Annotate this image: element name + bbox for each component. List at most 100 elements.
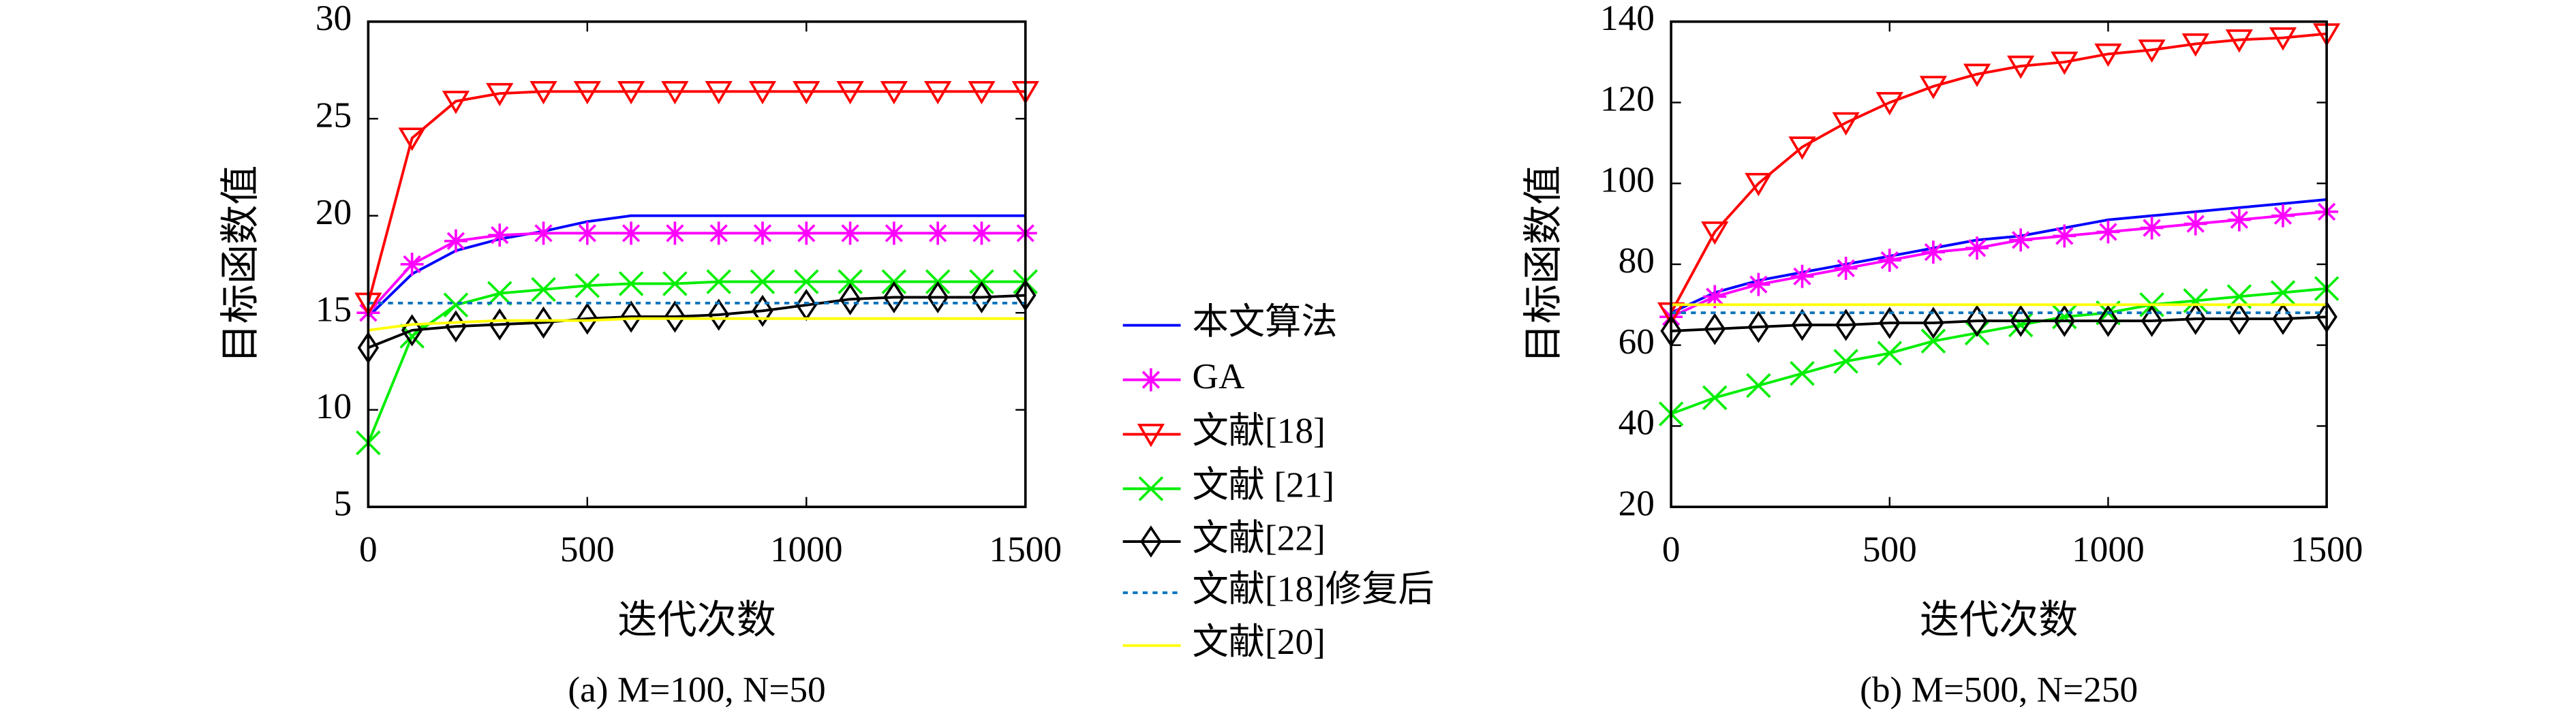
marker [2051,51,2079,75]
marker [398,127,426,151]
marker [1965,236,1989,260]
legend-marker [1138,476,1164,501]
marker [661,80,689,105]
y-axis-label: 目标函数值 [218,166,262,364]
y-tick-label: 5 [333,483,352,523]
caption: (a) M=100, N=50 [568,670,825,710]
y-tick-label: 140 [1600,0,1655,38]
marker [531,277,556,302]
marker [2272,302,2294,335]
y-tick-label: 40 [1619,403,1655,443]
x-tick-label: 1500 [2290,529,2363,569]
marker [924,80,952,105]
legend-label: 文献 [21] [1192,465,1334,505]
marker [2138,39,2166,63]
legend-label: GA [1192,356,1244,396]
marker [1701,221,1729,245]
marker [2097,304,2119,337]
series-line [1671,32,2327,314]
series-line [368,294,1026,349]
series-line [368,90,1026,304]
marker [927,281,949,314]
marker [2270,280,2296,305]
marker [1704,313,1726,345]
marker [486,82,514,107]
series-line [368,317,1026,332]
caption: (b) M=500, N=250 [1860,670,2138,710]
marker [970,281,993,314]
marker [2094,43,2122,67]
legend-marker [1140,525,1162,558]
marker [1877,341,1903,366]
marker [443,292,469,318]
y-tick-label: 10 [316,386,352,426]
marker [573,80,601,105]
series-line [368,214,1026,318]
y-tick-label: 25 [316,95,352,135]
marker [2228,302,2250,335]
x-tick-label: 1000 [770,529,843,569]
marker [707,298,730,331]
marker [2227,208,2251,232]
x-axis-label: 迭代次数 [1920,598,2079,642]
marker [1921,240,1945,264]
y-tick-label: 30 [316,0,352,38]
marker [883,281,905,314]
marker [2007,55,2035,79]
marker [2271,204,2295,228]
marker [1922,307,1944,339]
y-tick-label: 60 [1619,322,1655,362]
marker [1747,272,1770,296]
marker [1833,349,1858,374]
series-line [1671,287,2327,416]
marker [2183,288,2208,313]
marker [706,269,731,294]
legend-marker [1139,368,1163,392]
legend-marker [1137,424,1165,448]
marker [574,273,600,298]
marker [620,300,642,333]
marker [1745,172,1773,197]
marker [839,283,861,315]
y-tick-label: 120 [1600,79,1655,119]
marker [1835,309,1857,341]
x-tick-label: 1000 [2072,529,2145,569]
series-line [1671,315,2327,332]
marker [838,221,862,245]
marker [1919,76,1948,99]
marker [751,221,774,245]
marker [1788,136,1816,160]
marker [1966,304,1988,337]
plot-frame [1670,20,2328,508]
marker [577,302,598,335]
marker [442,91,470,114]
marker [575,221,599,245]
x-tick-label: 500 [1862,529,1917,569]
marker [2140,216,2164,240]
legend-label: 文献[20] [1192,622,1325,662]
x-tick-label: 500 [560,529,615,569]
marker [750,269,776,294]
y-tick-label: 20 [316,192,352,232]
marker [1879,307,1901,339]
series-line [1671,198,2327,314]
marker [530,80,557,105]
marker [2096,220,2120,244]
legend-label: 文献[22] [1192,518,1325,558]
marker [619,221,643,245]
marker [1832,112,1860,136]
marker [1747,311,1770,343]
marker [2010,304,2031,337]
marker [838,269,863,294]
marker [488,223,512,247]
marker [1963,63,1991,87]
marker [487,281,512,306]
x-tick-label: 0 [1662,529,1681,569]
marker [1875,92,1903,116]
marker [2053,224,2076,248]
marker [1920,328,1946,354]
marker [664,300,686,333]
marker [617,80,645,105]
y-tick-label: 80 [1619,240,1655,281]
